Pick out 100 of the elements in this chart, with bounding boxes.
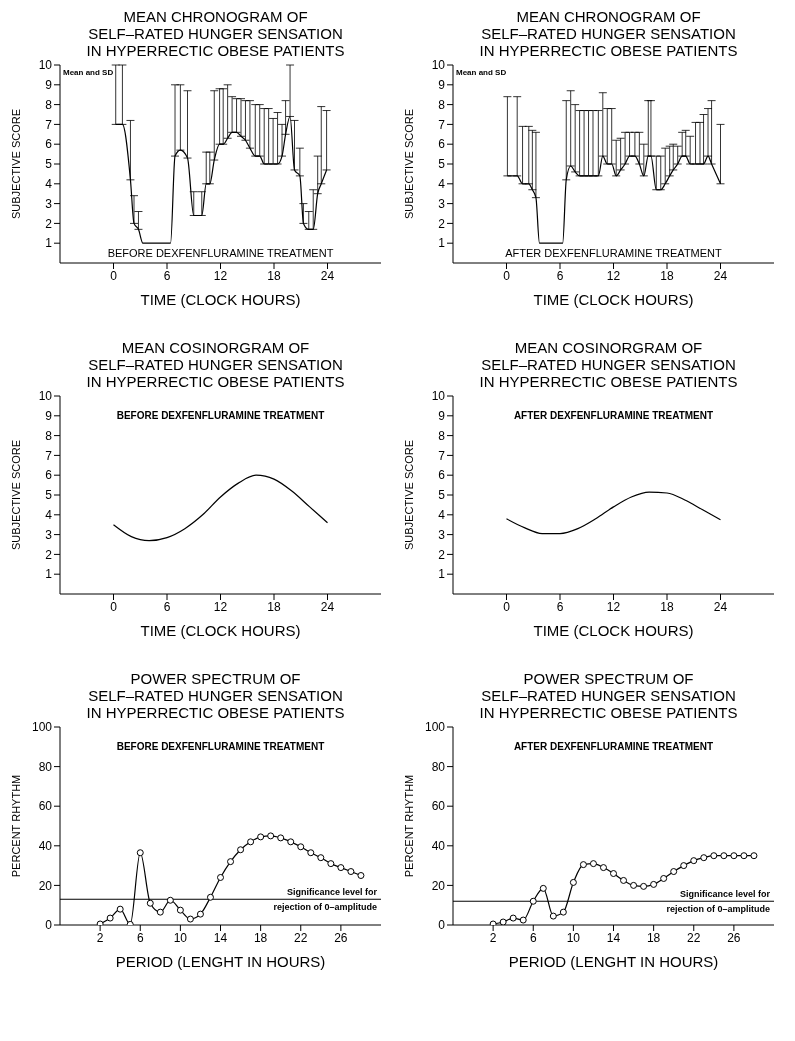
point [549, 912, 557, 920]
x-axis-title: TIME (CLOCK HOURS) [140, 291, 301, 308]
point [247, 838, 255, 846]
y-axis-title: SUBJECTIVE SCORE [9, 108, 22, 220]
x-tick-label: 0 [110, 268, 118, 283]
x-tick-label: 12 [213, 599, 228, 614]
y-tick-label: 4 [45, 177, 53, 192]
x-tick-label: 26 [727, 930, 741, 945]
y-tick-label: 9 [45, 409, 53, 424]
x-axis-title: PERIOD (LENGHT IN HOURS) [508, 953, 719, 970]
x-tick-label: 2 [489, 930, 497, 945]
y-tick-label: 9 [45, 78, 53, 93]
y-tick-label: 40 [431, 839, 446, 854]
point [136, 849, 144, 857]
point [196, 910, 204, 918]
x-tick-label: 10 [173, 930, 188, 945]
point [730, 852, 738, 860]
y-tick-label: 8 [45, 97, 53, 112]
y-tick-label: 3 [45, 527, 53, 542]
point [237, 846, 245, 854]
x-axis-title: TIME (CLOCK HOURS) [533, 622, 694, 639]
y-axis-title: PERCENT RHYTHM [402, 774, 415, 878]
y-tick-label: 0 [45, 918, 53, 933]
x-tick-label: 6 [163, 599, 171, 614]
y-tick-label: 6 [438, 468, 446, 483]
point [327, 860, 335, 868]
x-tick-label: 2 [96, 930, 104, 945]
point [559, 908, 567, 916]
point [660, 874, 668, 882]
x-tick-label: 12 [213, 268, 228, 283]
annotation: AFTER DEXFENFLURAMINE TREATMENT [512, 741, 715, 752]
chart-title: MEAN CHRONOGRAM OF SELF–RATED HUNGER SENSATION IN HYPERRECTIC OBESE PATIENTS [478, 8, 739, 59]
y-axis-title: SUBJECTIVE SCORE [402, 108, 415, 220]
y-tick-label: 2 [45, 547, 53, 562]
y-tick-label: 40 [38, 839, 53, 854]
y-tick-label: 3 [438, 196, 446, 211]
point [589, 860, 597, 868]
x-axis-title: PERIOD (LENGHT IN HOURS) [115, 953, 326, 970]
chart-title: MEAN CHRONOGRAM OF SELF–RATED HUNGER SENSATION IN HYPERRECTIC OBESE PATIENTS [85, 8, 346, 59]
annotation: BEFORE DEXFENFLURAMINE TREATMENT [115, 741, 326, 752]
point [186, 915, 194, 923]
y-tick-label: 80 [431, 759, 446, 774]
x-tick-label: 22 [687, 930, 701, 945]
annotation: BEFORE DEXFENFLURAMINE TREATMENT [115, 410, 326, 421]
point [599, 864, 607, 872]
x-axis-title: TIME (CLOCK HOURS) [533, 291, 694, 308]
x-tick-label: 18 [660, 599, 674, 614]
y-tick-label: 100 [424, 720, 446, 735]
x-axis-title: TIME (CLOCK HOURS) [140, 622, 301, 639]
x-tick-label: 12 [606, 268, 621, 283]
x-tick-label: 22 [294, 930, 308, 945]
y-tick-label: 8 [438, 428, 446, 443]
y-tick-label: 2 [45, 216, 53, 231]
point [217, 873, 224, 881]
point [297, 843, 305, 851]
x-tick-label: 24 [320, 268, 335, 283]
y-tick-label: 0 [438, 918, 446, 933]
point [499, 918, 507, 925]
point [257, 833, 265, 841]
y-tick-label: 3 [45, 196, 53, 211]
x-tick-label: 18 [267, 268, 281, 283]
point [146, 899, 154, 907]
point [740, 852, 748, 860]
x-tick-label: 26 [334, 930, 348, 945]
y-tick-label: 7 [45, 448, 53, 463]
y-tick-label: 7 [438, 117, 446, 132]
y-tick-label: 60 [38, 799, 53, 814]
point [630, 881, 638, 889]
point [347, 868, 355, 876]
x-tick-label: 0 [503, 268, 511, 283]
point [579, 861, 587, 869]
y-tick-label: 5 [45, 157, 53, 172]
point [337, 864, 345, 872]
y-tick-label: 3 [438, 527, 446, 542]
point [610, 870, 617, 878]
chart-title: POWER SPECTRUM OF SELF–RATED HUNGER SENSATION IN HYPERRECTIC OBESE PATIENTS [85, 670, 346, 721]
point [357, 872, 365, 879]
x-tick-label: 0 [503, 599, 511, 614]
point [116, 905, 124, 913]
x-tick-label: 18 [253, 930, 268, 945]
line-series [112, 474, 329, 542]
chart-title: POWER SPECTRUM OF SELF–RATED HUNGER SENSATION IN HYPERRECTIC OBESE PATIENTS [478, 670, 739, 721]
x-tick-label: 6 [556, 599, 564, 614]
point [156, 908, 164, 916]
point [620, 876, 628, 884]
x-tick-label: 14 [606, 930, 621, 945]
y-tick-label: 1 [45, 567, 53, 582]
y-tick-label: 10 [431, 58, 446, 73]
y-tick-label: 100 [31, 720, 53, 735]
line-series [505, 491, 722, 535]
point [539, 884, 547, 892]
x-tick-label: 24 [713, 599, 728, 614]
point [670, 868, 678, 876]
point [307, 849, 315, 857]
y-tick-label: 20 [38, 878, 53, 893]
x-tick-label: 12 [606, 599, 621, 614]
y-tick-label: 10 [38, 58, 53, 73]
x-tick-label: 24 [713, 268, 728, 283]
y-tick-label: 9 [438, 78, 446, 93]
point [277, 834, 285, 842]
